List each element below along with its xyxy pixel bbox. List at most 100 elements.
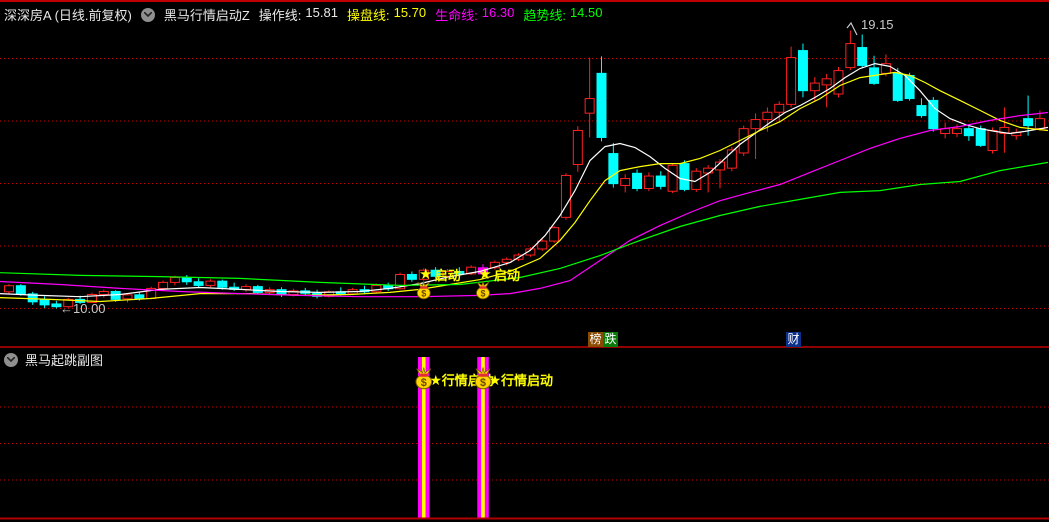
candle-body — [857, 47, 868, 66]
event-tag-bang[interactable]: 榜 — [588, 332, 603, 347]
indicator-value-shengming: 生命线: 16.30 — [435, 5, 514, 24]
candle-body — [821, 78, 832, 86]
candle-body — [395, 273, 406, 290]
ma-line-趋势线 — [0, 161, 1049, 287]
event-tag-die[interactable]: 跌 — [603, 332, 618, 347]
candle-body — [797, 50, 808, 92]
candle-body — [809, 82, 820, 92]
candle-body — [608, 153, 619, 185]
candle-body — [643, 175, 654, 189]
candle-body — [51, 303, 62, 308]
candle-body — [134, 294, 145, 299]
indicator-value: 15.70 — [393, 5, 427, 20]
candle-body — [525, 248, 536, 256]
candle-body — [845, 43, 856, 69]
candle-body — [466, 266, 477, 275]
main-chart-header: 深深房A (日线.前复权) 黑马行情启动Z 操作线: 15.81 操盘线: 15.7… — [4, 5, 602, 24]
candle-body — [193, 281, 204, 286]
candle-body — [1034, 118, 1045, 130]
indicator-value-caopan: 操盘线: 15.70 — [347, 5, 426, 24]
candle-body — [963, 128, 974, 137]
moneybag-icon: $ — [474, 367, 492, 390]
svg-text:$: $ — [480, 377, 486, 389]
candle-body — [205, 280, 216, 286]
candle-body — [952, 128, 962, 135]
indicator-label: 生命线: — [435, 8, 478, 23]
indicator-name[interactable]: 黑马行情启动Z — [163, 8, 250, 23]
candle-body — [715, 161, 725, 171]
star-icon: ★ — [419, 266, 432, 283]
candle-body — [489, 261, 500, 269]
candle-body — [169, 277, 180, 283]
candle-body — [892, 72, 903, 101]
stock-title: 深深房A (日线.前复权) — [4, 8, 132, 23]
collapse-chevron-icon[interactable] — [140, 7, 155, 22]
indicator-label: 趋势线: — [523, 8, 566, 23]
candle-body — [726, 149, 737, 169]
candle-body — [928, 99, 939, 130]
candle-body — [904, 74, 915, 100]
candle-body — [39, 299, 50, 306]
signal-text-label: 行情启动 — [500, 373, 553, 388]
candle-body — [632, 172, 643, 189]
candle-body — [916, 105, 927, 117]
moneybag-icon: $ — [416, 280, 431, 300]
candle-body — [975, 128, 986, 146]
candle-body — [442, 270, 453, 277]
candle-body — [584, 98, 595, 114]
candle-body — [418, 269, 429, 280]
candle-body — [158, 281, 169, 289]
candle-body — [750, 119, 761, 130]
candle-body — [667, 164, 678, 192]
candle-body — [679, 163, 690, 190]
indicator-value: 16.30 — [481, 5, 515, 20]
candle-body — [371, 284, 382, 293]
candle-body — [122, 294, 133, 300]
candle-body — [572, 129, 583, 165]
candle-body — [430, 269, 441, 277]
indicator-label: 操盘线: — [346, 8, 390, 23]
sub-panel-title: 黑马起跳副图 — [25, 353, 104, 368]
candle-body — [27, 293, 38, 303]
svg-text:$: $ — [480, 289, 485, 299]
candle-body — [181, 277, 192, 283]
candle-body — [252, 286, 263, 293]
candle-body — [596, 72, 607, 138]
candle-body — [63, 298, 74, 308]
indicator-value-qushi: 趋势线: 14.50 — [523, 5, 602, 24]
candle-body — [454, 270, 465, 275]
star-icon: ★ — [429, 372, 442, 388]
candle-body — [987, 129, 998, 152]
candle-body — [786, 57, 797, 105]
ma-line-操作线 — [0, 62, 1049, 298]
moneybag-icon: $ — [415, 367, 433, 390]
event-tag-cai[interactable]: 财 — [786, 332, 801, 347]
star-icon: ★ — [489, 372, 502, 388]
lowest-price-label: ←10.00 — [60, 301, 106, 316]
candle-body — [1023, 118, 1034, 127]
candle-body — [406, 273, 417, 280]
high-price-arrow-icon — [846, 21, 858, 36]
candle-body — [620, 177, 631, 186]
indicator-value-caozuo: 操作线: 15.81 — [259, 5, 338, 24]
sub-panel-collapse-chevron-icon[interactable] — [4, 352, 18, 367]
signal-bar-stripe — [481, 357, 485, 518]
candle-body — [4, 285, 14, 293]
ma-line-生命线 — [0, 111, 1049, 298]
indicator-value: 14.50 — [569, 5, 603, 20]
candle-body — [15, 285, 26, 295]
star-icon: ★ — [478, 266, 491, 283]
sub-panel-header: 黑马起跳副图 — [4, 350, 103, 369]
highest-price-label: 19.15 — [861, 17, 894, 32]
signal-text-label: 启动 — [494, 268, 520, 283]
svg-text:$: $ — [421, 289, 426, 299]
candle-body — [98, 290, 109, 296]
svg-text:$: $ — [421, 377, 427, 389]
indicator-label: 操作线: — [258, 8, 302, 23]
signal-text-label: 启动 — [435, 268, 461, 283]
ma-line-操盘线 — [0, 71, 1049, 303]
candle-body — [774, 103, 785, 113]
candle-body — [999, 126, 1010, 135]
